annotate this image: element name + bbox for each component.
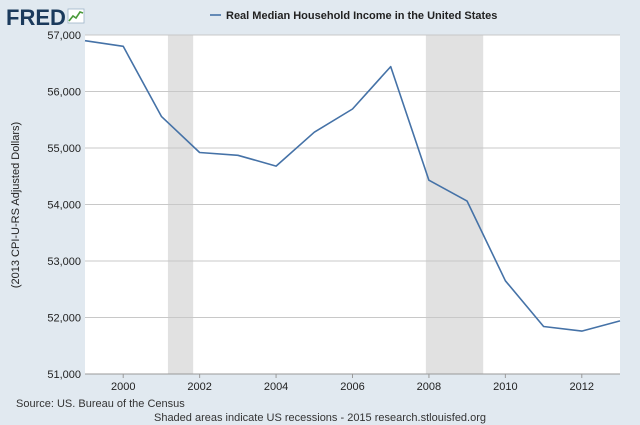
data-point[interactable] (542, 325, 546, 329)
y-tick-label: 54,000 (47, 200, 81, 212)
x-tick-label: 2002 (187, 381, 211, 393)
data-point[interactable] (351, 107, 355, 111)
legend-label: Real Median Household Income in the Unit… (226, 10, 497, 22)
y-tick-label: 53,000 (47, 256, 81, 268)
series-layer (83, 39, 622, 333)
fred-logo-text: FRED (6, 5, 66, 30)
fred-logo[interactable]: FRED (6, 5, 85, 30)
data-point[interactable] (580, 329, 584, 333)
x-tick-label: 2010 (493, 381, 517, 393)
data-point[interactable] (83, 39, 87, 43)
y-tick-label: 52,000 (47, 313, 81, 325)
data-point[interactable] (389, 65, 393, 69)
y-axis: 51,000 52,000 53,000 54,000 55,000 56,000 57,0… (47, 30, 81, 381)
x-tick-label: 2004 (264, 381, 288, 393)
data-point[interactable] (465, 199, 469, 203)
y-tick-label: 57,000 (47, 30, 81, 42)
source-note: Source: US. Bureau of the Census (16, 398, 185, 410)
data-point[interactable] (198, 151, 202, 155)
x-tick-label: 2008 (417, 381, 441, 393)
y-tick-label: 56,000 (47, 87, 81, 99)
x-tick-label: 2012 (570, 381, 594, 393)
data-point[interactable] (121, 44, 125, 48)
y-tick-label: 55,000 (47, 143, 81, 155)
logo-graph-icon (67, 8, 85, 24)
x-tick-label: 2000 (111, 381, 135, 393)
data-point[interactable] (618, 319, 622, 323)
y-tick-label: 51,000 (47, 369, 81, 381)
data-point[interactable] (274, 164, 278, 168)
legend: Real Median Household Income in the Unit… (210, 10, 497, 22)
recession-note: Shaded areas indicate US recessions - 20… (154, 412, 486, 424)
series-line (84, 39, 621, 332)
data-point[interactable] (312, 130, 316, 134)
x-tick-label: 2006 (340, 381, 364, 393)
x-axis: 2000 2002 2004 2006 2008 2010 2012 (85, 373, 620, 393)
data-point[interactable] (427, 178, 431, 182)
data-point[interactable] (503, 279, 507, 283)
data-point[interactable] (159, 114, 163, 118)
data-point[interactable] (236, 153, 240, 157)
y-axis-title: (2013 CPI-U-RS Adjusted Dollars) (10, 122, 22, 288)
